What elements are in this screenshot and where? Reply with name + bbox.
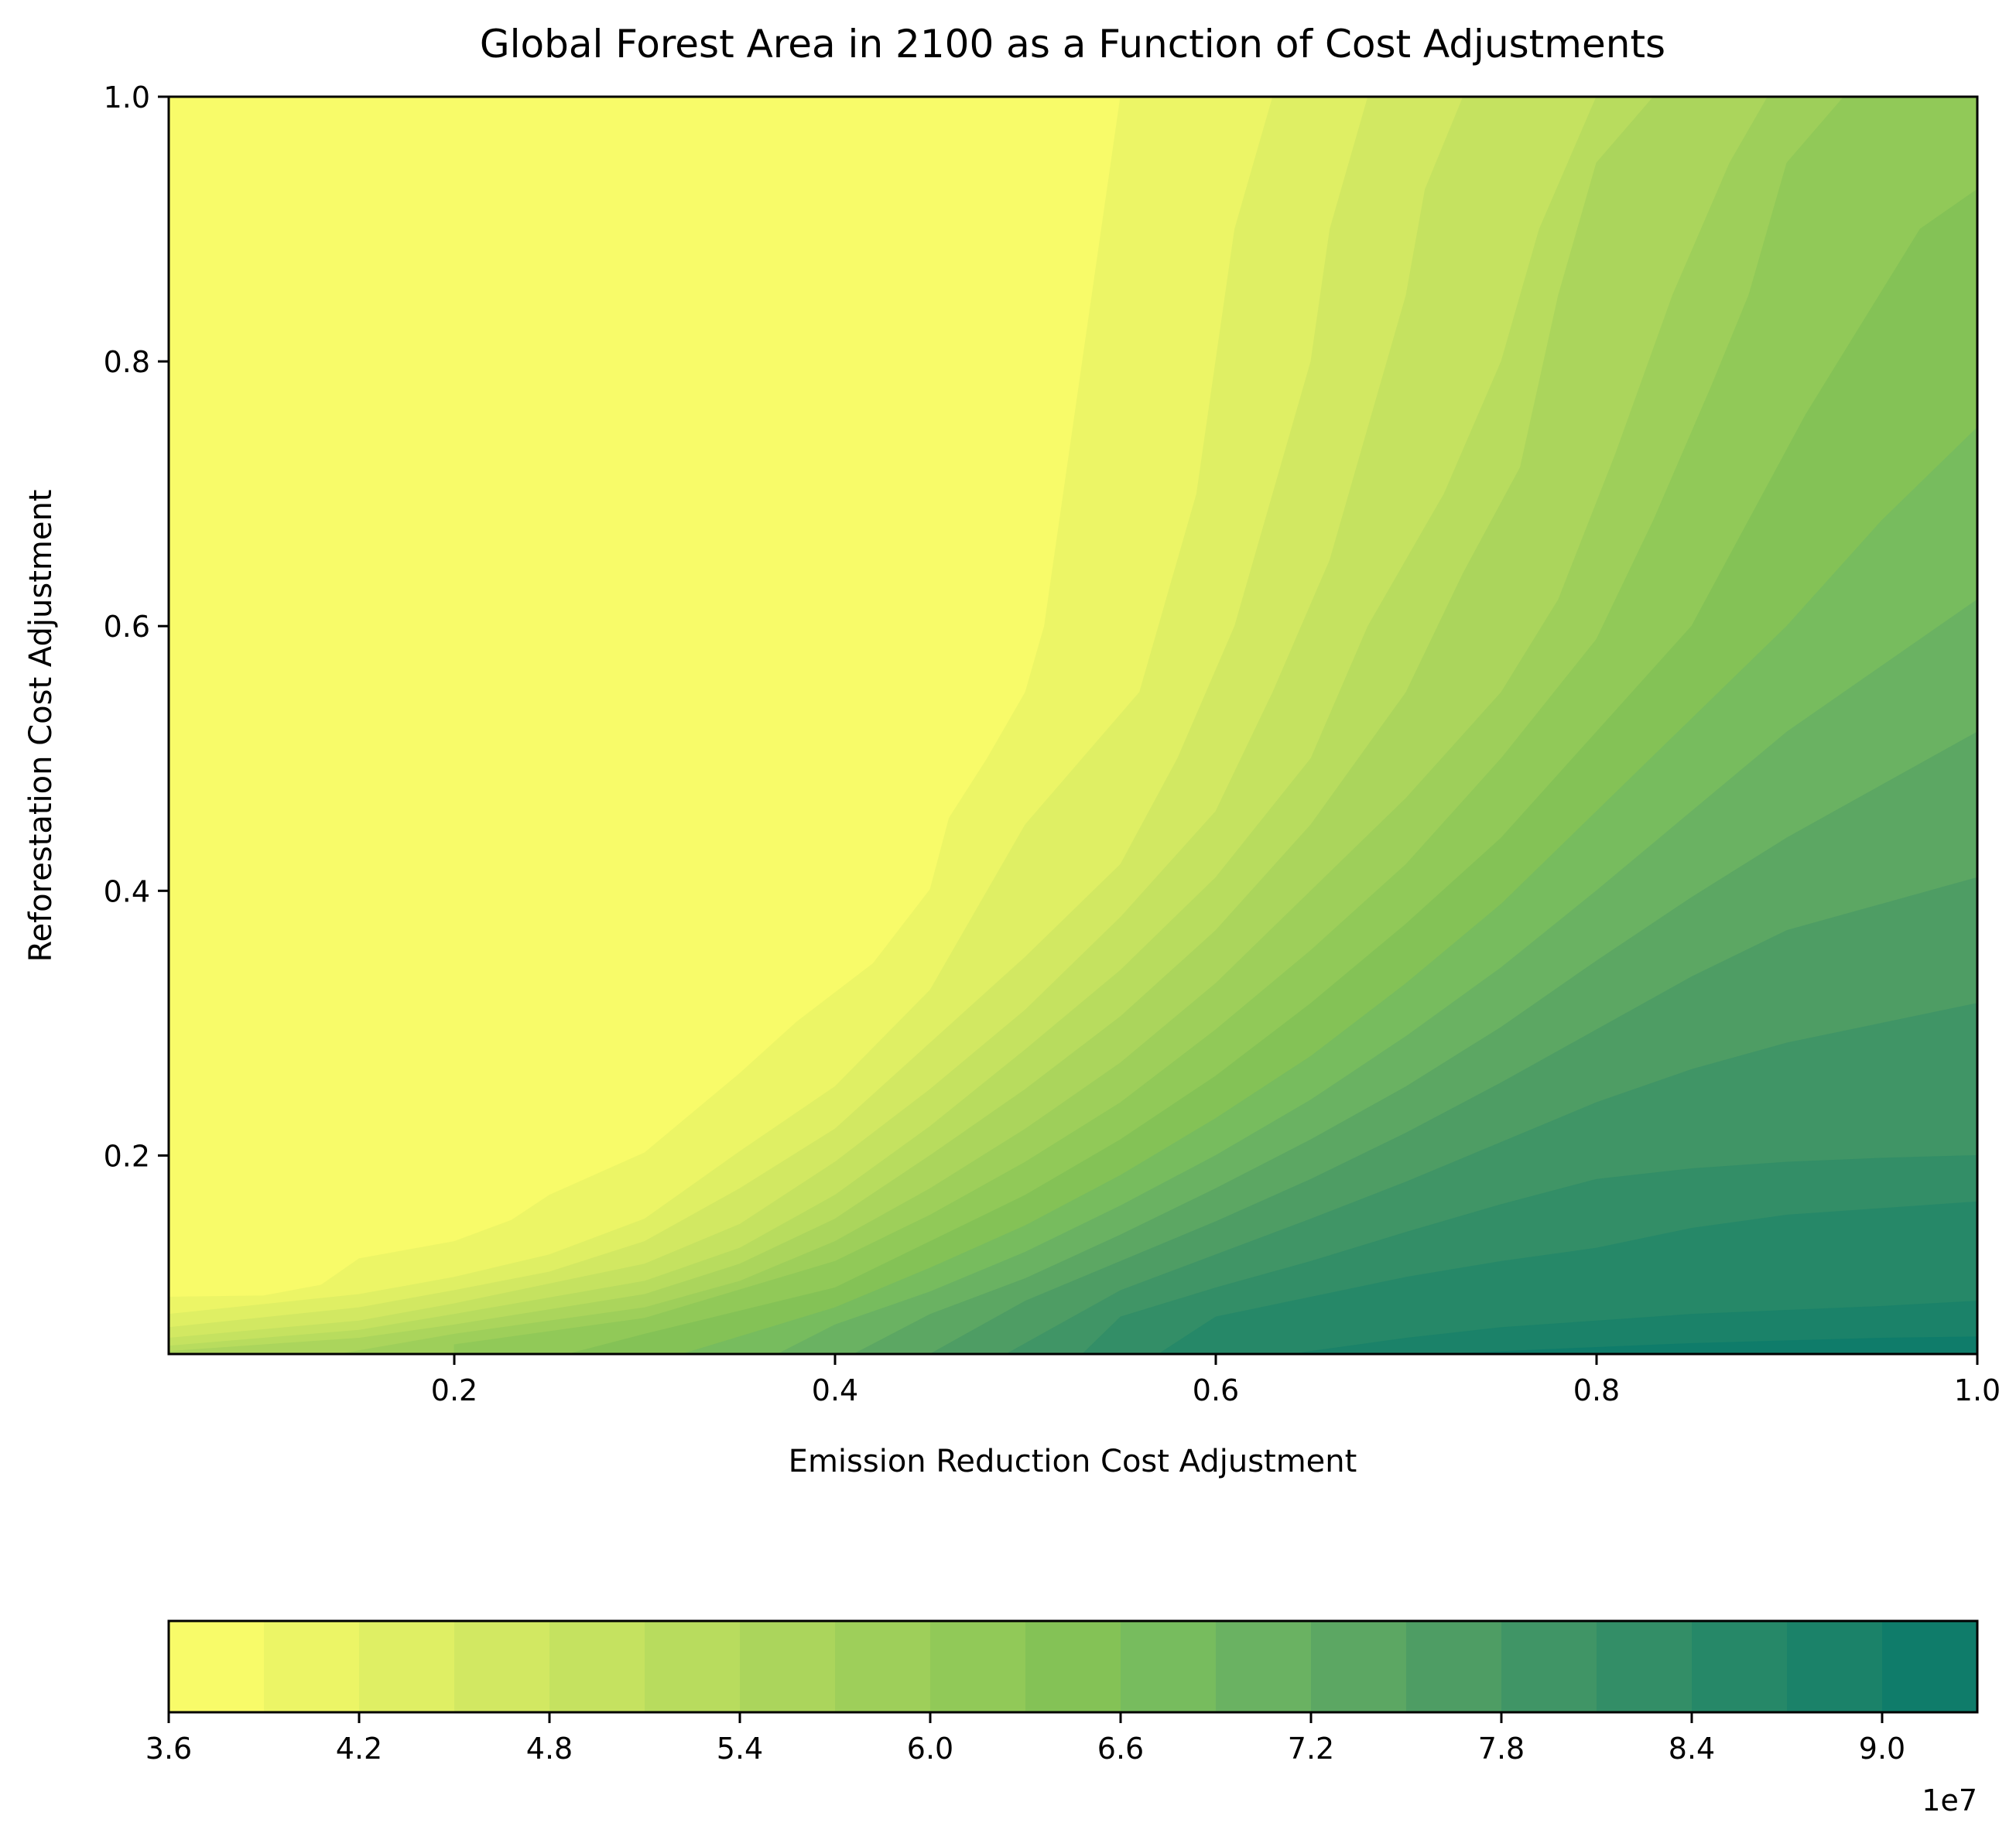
colorbar-tick-label: 8.4 [1669,1732,1715,1766]
colorbar-swatch [1882,1621,1978,1712]
colorbar-tick-label: 7.8 [1478,1732,1525,1766]
x-axis-label: Emission Reduction Cost Adjustment [789,1444,1357,1479]
x-axis: 0.2 0.4 0.6 0.8 1.0 [431,1354,2001,1407]
colorbar-swatch [264,1621,360,1712]
colorbar-swatch [549,1621,645,1712]
x-tick-label: 0.8 [1573,1373,1620,1407]
contour-plot-area [169,97,1977,1354]
colorbar-swatch [1501,1621,1597,1712]
colorbar-ticks: 3.6 4.2 4.8 5.4 6.0 6.6 7.2 7.8 8.4 9.0 [145,1712,1905,1766]
colorbar [169,1621,1978,1712]
colorbar-swatch [835,1621,931,1712]
colorbar-swatch [1025,1621,1121,1712]
colorbar-swatch [1787,1621,1883,1712]
colorbar-swatch [454,1621,550,1712]
colorbar-tick-label: 3.6 [145,1732,192,1766]
y-tick-label: 0.4 [104,874,150,908]
colorbar-swatch [359,1621,455,1712]
colorbar-tick-label: 4.2 [336,1732,382,1766]
colorbar-swatch [930,1621,1026,1712]
colorbar-tick-label: 4.8 [526,1732,573,1766]
colorbar-tick-label: 5.4 [717,1732,763,1766]
colorbar-swatch [1406,1621,1502,1712]
y-tick-label: 0.6 [104,610,150,644]
colorbar-swatch [1121,1621,1217,1712]
colorbar-swatch [740,1621,836,1712]
plot-frame [167,95,1979,1356]
x-tick-label: 0.4 [812,1373,858,1407]
chart-title: Global Forest Area in 2100 as a Function… [480,22,1665,67]
colorbar-swatch [645,1621,741,1712]
colorbar-tick-label: 6.0 [907,1732,953,1766]
y-tick-label: 0.8 [104,345,150,379]
y-axis-label: Reforestation Cost Adjustment [23,490,59,963]
colorbar-swatch [1216,1621,1312,1712]
x-tick-label: 0.6 [1193,1373,1239,1407]
y-axis: 0.2 0.4 0.6 0.8 1.0 [104,80,169,1173]
colorbar-swatch [169,1621,265,1712]
colorbar-swatch [1597,1621,1693,1712]
y-tick-label: 1.0 [104,80,150,115]
y-tick-label: 0.2 [104,1139,150,1173]
colorbar-swatch [1692,1621,1788,1712]
x-tick-label: 1.0 [1954,1373,2001,1407]
contour-bands [169,97,1977,1354]
colorbar-offset-label: 1e7 [1922,1783,1977,1817]
colorbar-tick-label: 6.6 [1097,1732,1144,1766]
colorbar-swatch [1311,1621,1407,1712]
colorbar-frame [167,1619,1979,1714]
colorbar-tick-label: 7.2 [1288,1732,1334,1766]
contour-band-9 [1444,1336,1977,1354]
colorbar-tick-label: 9.0 [1859,1732,1905,1766]
x-tick-label: 0.2 [431,1373,477,1407]
